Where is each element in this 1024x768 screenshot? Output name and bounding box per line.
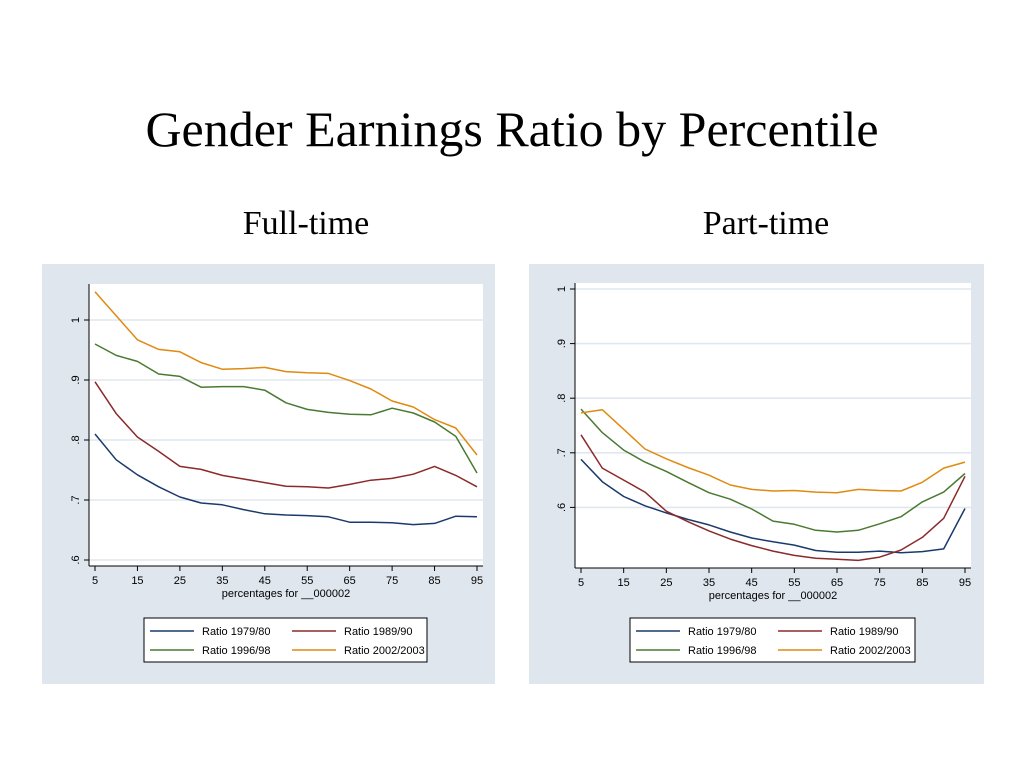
x-tick-label: 35 [216, 575, 228, 587]
full-time-chart-panel: .6.7.8.9 1 5 15 25 35 45 55 65 75 85 95 percentages … [42, 264, 495, 684]
y-tick-label: .8 [556, 394, 568, 403]
x-tick-label: 55 [788, 577, 800, 589]
x-tick-label: 55 [301, 575, 313, 587]
series-line-3 [580, 408, 966, 533]
legend-box [143, 617, 428, 663]
part-time-chart-panel: .6.7.8.9 1 5 15 25 35 45 55 65 75 85 95 percentages … [529, 264, 984, 684]
y-tick-label: .7 [70, 495, 82, 504]
y-tick-label: 1 [556, 286, 568, 292]
legend-label-3: Ratio 1996/98 [202, 645, 271, 657]
full-time-subtitle: Full-time [242, 205, 370, 242]
x-tick-label: 75 [874, 577, 886, 589]
series-line-3 [94, 343, 478, 474]
x-tick-label: 25 [660, 577, 672, 589]
x-axis-title: percentages for __000002 [222, 588, 350, 600]
x-tick-label: 45 [746, 577, 758, 589]
part-time-chart: .6.7.8.915 15 25 35 45 55 65 75 85 95percentages … [556, 283, 971, 663]
y-tick-label: .9 [556, 339, 568, 348]
y-tick-label: 1 [70, 317, 82, 323]
y-tick-label: .9 [70, 375, 82, 384]
x-tick-label: 95 [471, 575, 483, 587]
series-line-2 [580, 434, 966, 562]
y-tick-label: .6 [556, 503, 568, 512]
x-tick-label: 65 [831, 577, 843, 589]
x-tick-label: 25 [174, 575, 186, 587]
y-tick-label: .6 [70, 555, 82, 564]
slide-title: Gender Earnings Ratio by Percentile [145, 101, 879, 157]
y-tick-label: .7 [556, 448, 568, 457]
legend-label-1: Ratio 1979/80 [202, 626, 271, 638]
plot-area [575, 283, 971, 568]
x-tick-label: 5 [578, 577, 584, 589]
x-tick-label: 85 [428, 575, 440, 587]
x-tick-label: 15 [618, 577, 630, 589]
legend-label-1: Ratio 1979/80 [688, 626, 757, 638]
legend-label-4: Ratio 2002/2003 [344, 645, 425, 657]
x-tick-label: 5 [92, 575, 98, 587]
series-line-4 [580, 408, 966, 494]
series-line-4 [94, 291, 478, 456]
x-tick-label: 95 [959, 577, 971, 589]
full-time-chart: .6.7.8.915 15 25 35 45 55 65 75 85 95percentages … [70, 284, 483, 663]
series-line-1 [94, 433, 478, 526]
legend-label-4: Ratio 2002/2003 [830, 645, 911, 657]
legend-label-3: Ratio 1996/98 [688, 645, 757, 657]
x-tick-label: 65 [344, 575, 356, 587]
x-tick-label: 85 [916, 577, 928, 589]
series-line-1 [580, 458, 966, 554]
x-tick-label: 75 [386, 575, 398, 587]
x-axis-title: percentages for __000002 [709, 590, 837, 602]
x-tick-label: 15 [131, 575, 143, 587]
legend-label-2: Ratio 1989/90 [344, 626, 413, 638]
legend-label-2: Ratio 1989/90 [830, 626, 899, 638]
plot-area [89, 284, 483, 566]
y-tick-label: .8 [70, 435, 82, 444]
x-tick-label: 45 [259, 575, 271, 587]
part-time-subtitle: Part-time [702, 205, 830, 242]
legend-box [629, 617, 916, 663]
x-tick-label: 35 [703, 577, 715, 589]
series-line-2 [94, 381, 478, 489]
